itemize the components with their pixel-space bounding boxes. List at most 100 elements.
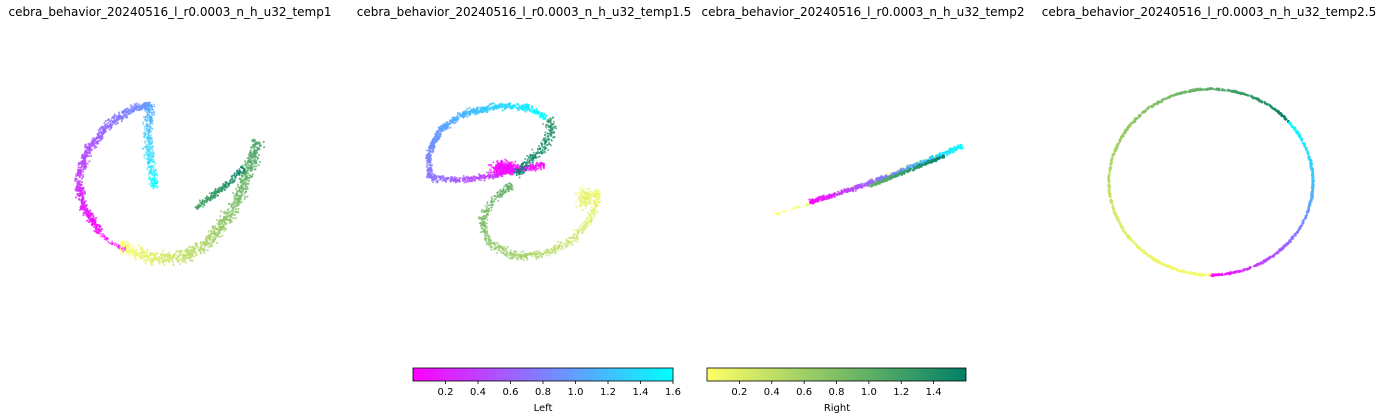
scatter-point <box>429 163 432 167</box>
scatter-point <box>153 160 156 163</box>
scatter-point <box>113 113 116 116</box>
scatter-point <box>126 113 129 116</box>
scatter-point <box>542 123 545 125</box>
scatter-point <box>480 179 482 182</box>
scatter-point <box>103 234 105 237</box>
scatter-point <box>481 208 483 211</box>
scatter-point <box>123 247 125 250</box>
scatter-point <box>520 167 523 170</box>
scatter-point <box>531 167 534 170</box>
scatter-point <box>235 208 238 211</box>
scatter-point <box>529 167 532 170</box>
scatter-point <box>492 170 495 173</box>
scatter-point <box>196 208 199 210</box>
scatter-point <box>452 116 455 119</box>
scatter-point <box>482 210 485 213</box>
scatter-point <box>130 105 134 108</box>
scatter-point <box>81 196 84 199</box>
scatter-point <box>512 164 515 167</box>
scatter-point <box>230 205 233 208</box>
scatter-point <box>524 252 526 255</box>
scatter-point <box>252 138 255 141</box>
scatter-point <box>541 115 544 118</box>
scatter-point <box>554 252 557 255</box>
scatter-point <box>151 179 153 182</box>
scatter-point <box>505 171 508 174</box>
scatter-point <box>541 149 544 152</box>
scatter-point <box>495 245 498 248</box>
scatter-point <box>195 243 198 246</box>
scatter-point <box>182 256 185 259</box>
scatter-point <box>237 211 240 214</box>
scatter-point <box>494 105 497 108</box>
scatter-point <box>231 174 234 177</box>
scatter-point <box>218 223 221 226</box>
scatter-point <box>224 227 227 230</box>
scatter-point <box>218 187 221 190</box>
scatter-point <box>500 172 503 175</box>
scatter-point <box>137 244 140 247</box>
scatter-point <box>153 255 156 258</box>
scatter-point <box>120 241 123 244</box>
scatter-point <box>430 166 433 169</box>
scatter-point <box>478 174 481 177</box>
scatter-point <box>210 192 213 195</box>
scatter-point <box>517 172 520 175</box>
scatter-point <box>454 121 457 124</box>
scatter-point <box>201 241 205 244</box>
scatter-point <box>142 254 145 257</box>
scatter-point <box>97 139 100 142</box>
scatter-point <box>516 258 519 261</box>
scatter-point <box>587 211 590 214</box>
scatter-point <box>82 168 85 171</box>
scatter-point <box>514 254 517 257</box>
scatter-point <box>81 192 84 196</box>
scatter-point <box>198 248 201 251</box>
scatter-point <box>217 194 219 197</box>
scatter-point <box>490 203 493 206</box>
scatter-point <box>247 179 250 183</box>
scatter-point <box>518 104 521 107</box>
scatter-point <box>511 165 514 168</box>
scatter-point <box>99 225 102 228</box>
scatter-point <box>554 125 556 128</box>
scatter-point <box>219 235 222 238</box>
scatter-point <box>130 250 133 253</box>
scatter-point <box>234 210 237 214</box>
scatter-point <box>75 175 78 178</box>
scatter-point <box>183 259 186 263</box>
scatter-point <box>240 184 243 187</box>
scatter-point <box>111 117 114 120</box>
scatter-point <box>244 190 247 193</box>
scatter-point <box>494 197 497 200</box>
scatter-point <box>596 204 599 207</box>
scatter-point <box>481 211 484 214</box>
scatter-point <box>208 238 212 241</box>
scatter-point <box>238 194 241 197</box>
scatter-point <box>537 147 539 150</box>
scatter-point <box>78 175 81 178</box>
scatter-point <box>533 250 536 253</box>
scatter-point <box>485 227 488 230</box>
scatter-point <box>535 250 538 253</box>
scatter-point <box>153 111 156 114</box>
scatter-point <box>86 154 89 157</box>
scatter-point <box>587 199 590 202</box>
scatter-point <box>207 233 210 237</box>
scatter-point <box>134 249 137 252</box>
scatter-point <box>442 178 445 181</box>
scatter-point <box>500 170 503 173</box>
scatter-point <box>457 178 460 181</box>
scatter-point <box>526 106 529 109</box>
scatter-point <box>151 113 154 116</box>
scatter-point <box>524 109 527 112</box>
scatter-point <box>567 242 570 244</box>
scatter-point <box>496 167 499 170</box>
scatter-point <box>149 118 152 121</box>
scatter-point <box>254 162 257 165</box>
scatter-point <box>166 252 169 255</box>
scatter-point <box>249 149 252 152</box>
scatter-point <box>111 240 114 243</box>
scatter-point <box>82 170 85 173</box>
scatter-point <box>507 256 510 259</box>
